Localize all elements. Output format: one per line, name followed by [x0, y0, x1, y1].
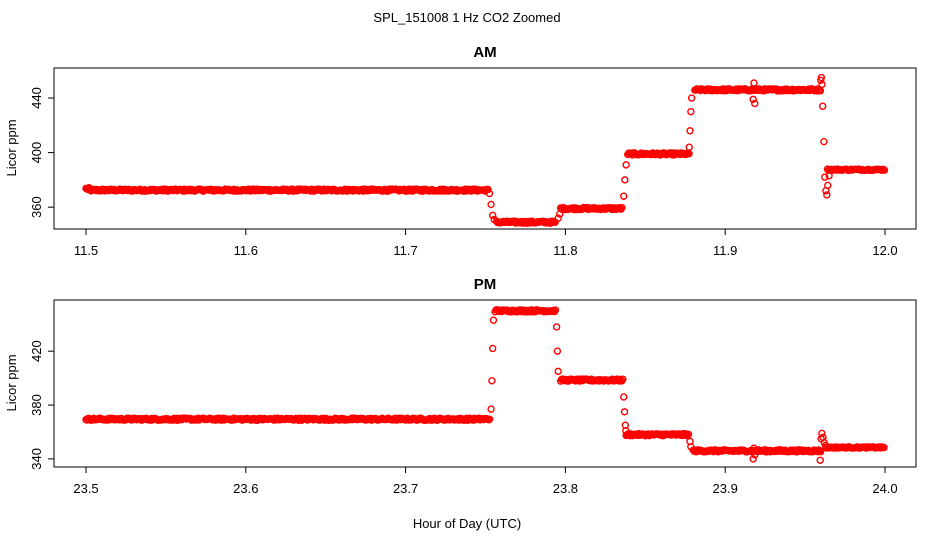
y-tick-label: 340: [29, 448, 44, 470]
data-point: [815, 446, 823, 454]
data-point: [750, 444, 758, 452]
x-tick-label: 11.9: [713, 243, 737, 258]
data-point: [619, 375, 627, 383]
data-points-am: [82, 73, 889, 227]
data-point: [821, 441, 830, 450]
data-point: [553, 347, 562, 355]
data-point: [621, 176, 629, 184]
data-point: [686, 127, 694, 135]
data-point: [487, 405, 495, 413]
data-point: [554, 214, 562, 222]
data-point: [821, 173, 829, 181]
x-axis-am: 11.5 11.6 11.7 11.8 11.9 12.0: [74, 229, 898, 258]
data-point: [880, 166, 889, 174]
data-point: [620, 393, 628, 401]
y-tick-label: 440: [29, 87, 44, 109]
data-point: [818, 429, 826, 438]
y-axis-pm: 340 380 420: [29, 340, 54, 470]
y-tick-label: 420: [29, 340, 44, 362]
data-point: [820, 137, 828, 146]
x-axis-label: Hour of Day (UTC): [413, 516, 521, 531]
data-point: [485, 415, 494, 423]
data-point: [487, 200, 495, 209]
panel-title-pm: PM: [474, 276, 497, 293]
figure-title: SPL_151008 1 Hz CO2 Zoomed: [373, 10, 560, 25]
data-point: [751, 451, 759, 459]
y-tick-label: 380: [29, 394, 44, 416]
data-point: [816, 456, 824, 464]
data-point: [880, 443, 888, 452]
data-point: [488, 211, 497, 220]
x-tick-label: 23.7: [393, 481, 418, 496]
panel-pm: 23.5 23.6 23.7 23.8 23.9 24.0 340 380 420: [29, 299, 917, 496]
x-axis-pm: 23.5 23.6 23.7 23.8 23.9 24.0: [73, 467, 898, 496]
y-axis-label-am: Licor ppm: [4, 119, 19, 176]
plot-frame-am: [53, 67, 917, 230]
data-point: [554, 367, 562, 376]
y-axis-label-pm: Licor ppm: [4, 354, 19, 411]
data-point: [751, 99, 759, 108]
data-point: [818, 102, 827, 110]
y-tick-label: 400: [29, 142, 44, 164]
x-tick-label: 11.5: [74, 243, 98, 258]
data-point: [484, 185, 492, 194]
data-point: [749, 455, 757, 463]
data-point: [620, 408, 629, 416]
data-point: [749, 95, 757, 104]
data-point: [818, 80, 826, 89]
data-point: [685, 143, 693, 151]
data-point: [552, 323, 561, 331]
panel-am: 11.5 11.6 11.7 11.8 11.9 12.0 360 400 440: [29, 67, 917, 258]
data-point: [488, 377, 496, 385]
data-points-pm: [82, 306, 888, 464]
data-point: [620, 192, 628, 200]
data-point: [823, 191, 831, 199]
panel-title-am: AM: [473, 44, 496, 61]
y-tick-label: 360: [29, 196, 44, 218]
data-point: [687, 443, 695, 451]
data-point: [825, 172, 833, 180]
data-point: [490, 215, 498, 224]
x-tick-label: 23.5: [73, 481, 98, 496]
data-point: [824, 181, 832, 190]
data-point: [489, 316, 498, 324]
data-point: [618, 204, 626, 212]
x-tick-label: 24.0: [872, 481, 897, 496]
data-point: [816, 87, 825, 95]
x-tick-label: 11.7: [393, 243, 417, 258]
data-point: [817, 447, 825, 456]
x-tick-label: 12.0: [872, 243, 897, 258]
x-tick-label: 23.8: [553, 481, 578, 496]
data-point: [622, 426, 630, 435]
data-point: [684, 430, 693, 439]
y-axis-am: 360 400 440: [29, 87, 54, 218]
data-point: [556, 210, 564, 218]
x-tick-label: 11.8: [553, 243, 577, 258]
data-point: [750, 79, 758, 87]
data-point: [551, 306, 560, 314]
data-point: [485, 189, 494, 198]
plot-frame-pm: [53, 299, 917, 468]
data-point: [622, 161, 630, 169]
data-point: [687, 94, 696, 102]
x-tick-label: 23.6: [233, 481, 258, 496]
x-tick-label: 23.9: [713, 481, 738, 496]
data-point: [817, 73, 826, 82]
x-tick-label: 11.6: [234, 243, 258, 258]
data-point: [488, 344, 497, 353]
data-point: [687, 107, 695, 116]
